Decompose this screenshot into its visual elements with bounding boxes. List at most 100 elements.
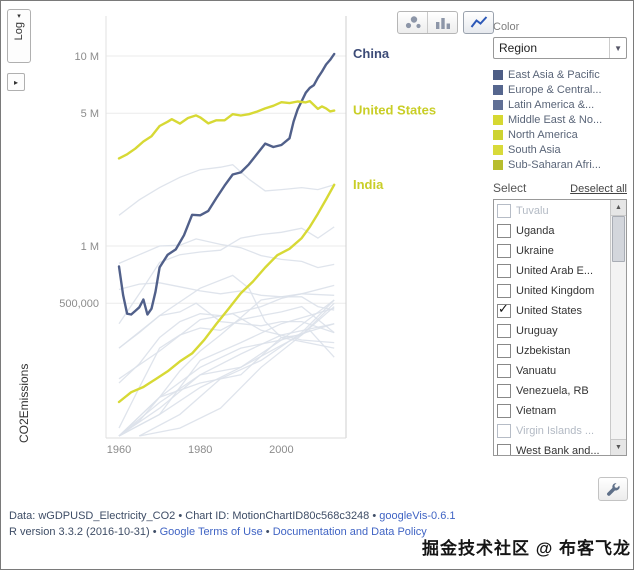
googlevis-link[interactable]: googleVis-0.6.1 [379,510,456,522]
legend-color-swatch [493,84,503,95]
legend-label: East Asia & Pacific [508,68,600,81]
bar-chart-button[interactable] [427,12,457,33]
country-label: Uganda [516,225,555,237]
country-row[interactable]: ✓ United States [494,301,611,321]
bubble-chart-button[interactable] [398,12,427,33]
country-row[interactable]: Virgin Islands ... [494,421,611,441]
country-checkbox[interactable] [497,224,511,238]
select-label: Select [493,181,527,195]
checkmark-icon: ✓ [498,301,509,316]
country-row[interactable]: United Arab E... [494,261,611,281]
country-checkbox[interactable] [497,264,511,278]
x-tick-label: 1960 [107,444,131,456]
legend-color-swatch [493,159,503,170]
country-checkbox[interactable] [497,364,511,378]
scroll-down-button[interactable]: ▼ [611,439,626,455]
select-row: Select Deselect all [493,181,627,195]
series-line [117,183,336,404]
country-label: West Bank and... [516,445,600,456]
country-checkbox[interactable] [497,384,511,398]
series-line [117,52,336,316]
bar-chart-icon [435,18,450,29]
legend-label: North America [508,128,578,141]
legend-label: Latin America &... [508,98,595,111]
country-row[interactable]: Ukraine [494,241,611,261]
legend-item: Latin America &... [493,97,627,112]
background-series-line [138,299,335,437]
country-checkbox[interactable] [497,404,511,418]
legend-item: Sub-Saharan Afri... [493,157,627,172]
deselect-all-link[interactable]: Deselect all [570,183,627,195]
country-label: Venezuela, RB [516,385,589,397]
country-checkbox[interactable] [497,324,511,338]
country-checkbox[interactable] [497,204,511,218]
separator: • [262,526,273,538]
color-label: Color [493,21,520,33]
terms-of-use-link[interactable]: Google Terms of Use [159,526,263,538]
country-label: Vietnam [516,405,557,417]
country-listbox[interactable]: Tuvalu Uganda Ukraine United Arab E... Unite… [493,199,627,456]
country-checkbox[interactable] [497,344,511,358]
color-region-dropdown[interactable]: Region ▼ [493,37,627,59]
y-scale-log-button[interactable]: ▾ Log [7,9,31,63]
legend-item: North America [493,127,627,142]
background-series-line [118,284,335,437]
scroll-up-icon: ▲ [615,204,622,211]
background-series-line [118,329,335,437]
background-series-line [118,163,335,216]
country-label: Uzbekistan [516,345,571,357]
separator: • [149,526,160,538]
country-row[interactable]: Venezuela, RB [494,381,611,401]
country-label: United States [516,305,583,317]
country-row[interactable]: Tuvalu [494,201,611,221]
chevron-down-icon: ▾ [17,13,21,20]
background-series-line [118,305,335,429]
legend-color-swatch [493,114,503,125]
chart-type-group [397,11,458,34]
background-series-line [118,299,335,437]
line-chart-button[interactable] [463,11,494,34]
series-label: China [353,46,390,61]
country-row[interactable]: West Bank and... [494,441,611,456]
scroll-up-button[interactable]: ▲ [611,200,626,216]
region-legend: East Asia & Pacific Europe & Central... La… [493,67,627,172]
footer-line-1: Data: wGDPUSD_Electricity_CO2 • Chart ID… [9,508,456,524]
country-row[interactable]: Uganda [494,221,611,241]
country-row[interactable]: Uruguay [494,321,611,341]
country-row[interactable]: United Kingdom [494,281,611,301]
axis-expand-button[interactable]: ▸ [7,73,25,91]
legend-label: South Asia [508,143,561,156]
country-row[interactable]: Vanuatu [494,361,611,381]
legend-item: Europe & Central... [493,82,627,97]
legend-item: Middle East & No... [493,112,627,127]
scrollbar-thumb[interactable] [612,216,625,262]
region-dropdown-value: Region [499,41,538,55]
chart-id-text: Chart ID: MotionChartID80c568c3248 [185,510,370,522]
series-label: India [353,177,384,192]
background-series-line [139,306,335,437]
country-label: Ukraine [516,245,554,257]
country-label: Tuvalu [516,205,549,217]
country-label: United Kingdom [516,285,595,297]
scrollbar[interactable]: ▲ ▼ [610,200,626,455]
series-line [117,99,336,160]
y-tick-label: 10 M [75,51,99,63]
y-tick-label: 500,000 [59,298,99,310]
data-source-text: Data: wGDPUSD_Electricity_CO2 [9,510,176,522]
country-checkbox[interactable] [497,284,511,298]
country-row[interactable]: Uzbekistan [494,341,611,361]
country-row[interactable]: Vietnam [494,401,611,421]
settings-button[interactable] [598,477,628,501]
country-checkbox[interactable] [497,444,511,455]
country-checkbox[interactable]: ✓ [497,301,511,318]
country-checkbox[interactable] [497,424,511,438]
background-series-line [118,238,335,269]
chart-plot[interactable]: 10 M 5 M 1 M 500,000 1960 1980 2000 China United… [1,1,493,471]
data-policy-link[interactable]: Documentation and Data Policy [272,526,427,538]
country-checkbox[interactable] [497,244,511,258]
x-tick-label: 1980 [188,444,212,456]
line-chart-icon [470,16,487,28]
background-series-line [118,313,335,380]
country-list: Tuvalu Uganda Ukraine United Arab E... Unite… [494,201,611,456]
